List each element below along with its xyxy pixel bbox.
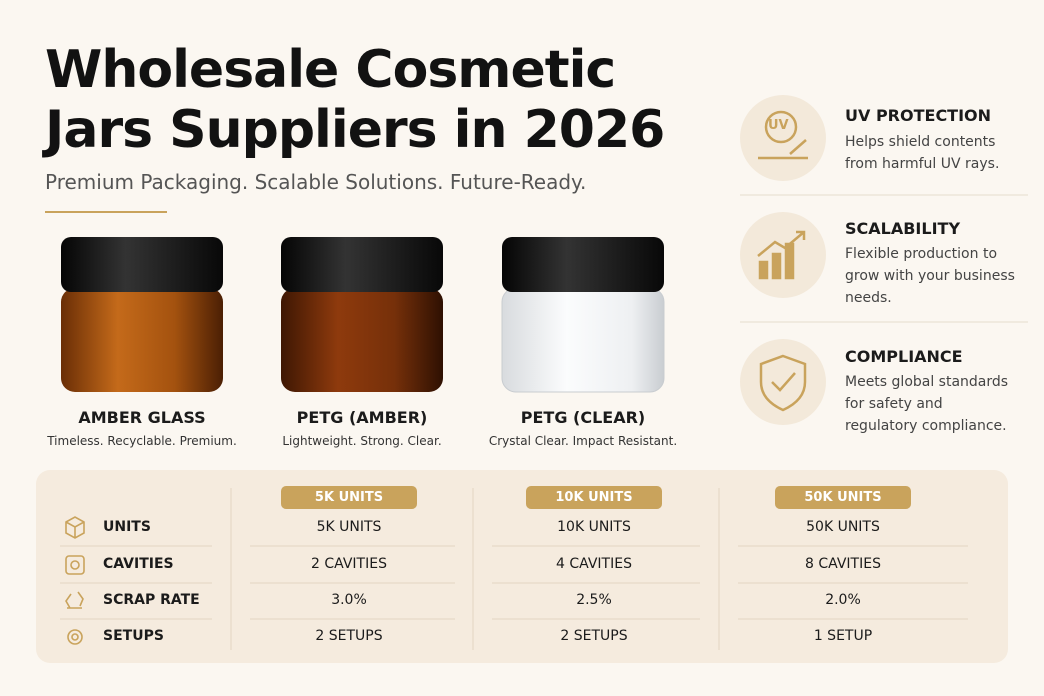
- jar: [501, 237, 665, 393]
- table-cell: 10K UNITS: [557, 519, 631, 535]
- product-tagline: Crystal Clear. Impact Resistant.: [488, 434, 678, 448]
- row-icons: [65, 516, 85, 645]
- subtitle: Premium Packaging. Scalable Solutions. F…: [45, 170, 587, 194]
- table-cell: 2.5%: [576, 592, 612, 608]
- row-label: CAVITIES: [103, 556, 174, 572]
- table-cell: 2.0%: [825, 592, 861, 608]
- feature-description: Meets global standards for safety and re…: [845, 374, 1009, 434]
- product-name: AMBER GLASS: [78, 408, 206, 427]
- column-header: 50K UNITS: [775, 486, 911, 509]
- feature-title: SCALABILITY: [845, 219, 961, 238]
- table-cell: 1 SETUP: [813, 628, 873, 644]
- dividers: [740, 194, 1028, 323]
- table-cell: 2 SETUPS: [560, 628, 628, 644]
- table-cell: 50K UNITS: [806, 519, 880, 535]
- table-cell: 3.0%: [331, 592, 367, 608]
- icons: [757, 110, 808, 412]
- column-header: 10K UNITS: [526, 486, 662, 509]
- table-cell: 2 CAVITIES: [311, 556, 387, 572]
- table-panel: [36, 470, 1008, 663]
- product-tagline: Lightweight. Strong. Clear.: [282, 434, 442, 448]
- title: Wholesale Cosmetic Jars Suppliers in 202…: [45, 40, 665, 160]
- row-label: UNITS: [103, 519, 151, 535]
- icon-text: UV: [768, 118, 789, 133]
- row-label: SETUPS: [103, 628, 164, 644]
- feature-description: Helps shield contents from harmful UV ra…: [845, 134, 1000, 172]
- jar: [61, 237, 223, 392]
- icon-circles: [740, 95, 826, 425]
- product-name: PETG (AMBER): [296, 408, 428, 427]
- feature-description: Flexible production to grow with your bu…: [845, 246, 1015, 306]
- jar: [281, 237, 443, 392]
- table-lines: [60, 488, 968, 650]
- table-cell: 4 CAVITIES: [556, 556, 632, 572]
- product-tagline: Timeless. Recyclable. Premium.: [47, 434, 237, 448]
- table-cell: 8 CAVITIES: [805, 556, 881, 572]
- table-cell: 2 SETUPS: [315, 628, 383, 644]
- feature-title: COMPLIANCE: [845, 347, 963, 366]
- table-cell: 5K UNITS: [316, 519, 382, 535]
- column-header: 5K UNITS: [281, 486, 417, 509]
- product-name: PETG (CLEAR): [520, 408, 646, 427]
- feature-title: UV PROTECTION: [845, 106, 992, 125]
- row-label: SCRAP RATE: [103, 592, 200, 608]
